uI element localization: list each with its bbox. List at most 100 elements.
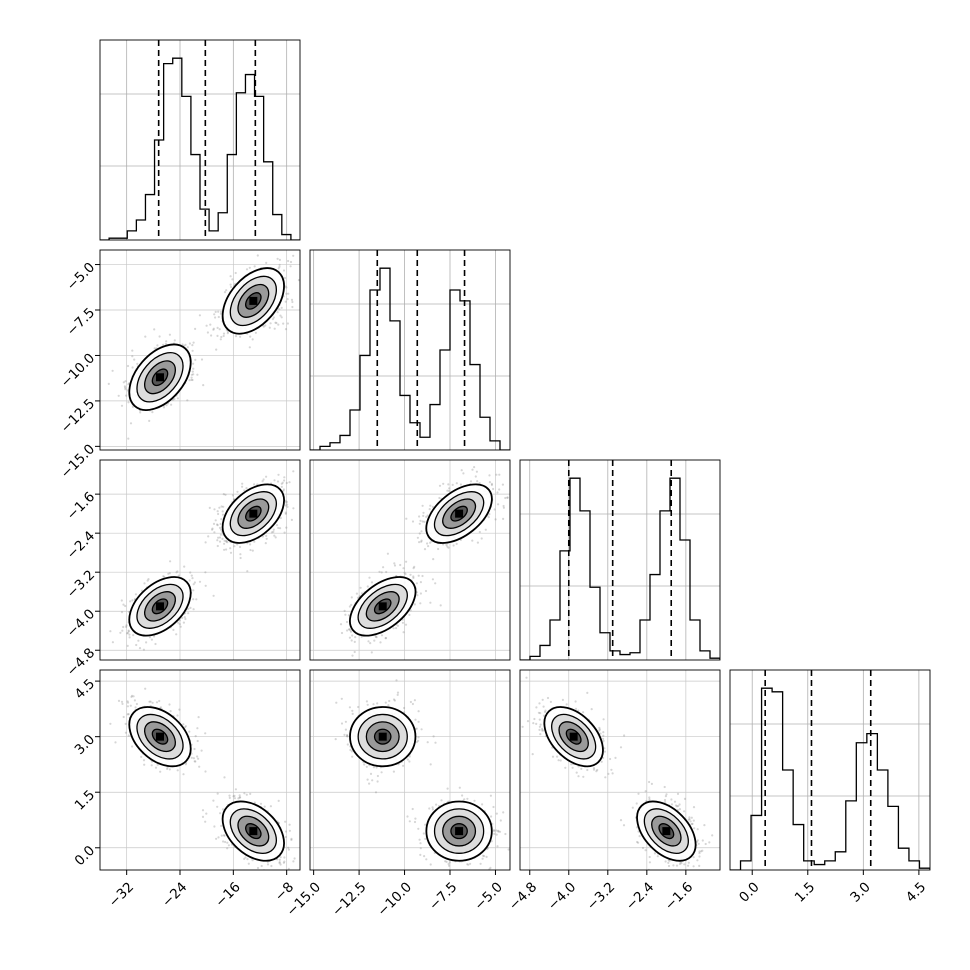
sample-point	[346, 735, 349, 738]
sample-point	[282, 322, 285, 325]
y-tick-label: −3.2	[64, 567, 98, 601]
sample-point	[216, 539, 219, 542]
sample-point	[262, 478, 265, 481]
sample-point	[207, 535, 210, 538]
sample-point	[279, 856, 282, 859]
panel-r2-c1	[309, 459, 511, 661]
y-tick-label: 0.0	[72, 843, 99, 870]
sample-point	[392, 627, 395, 630]
sample-point	[214, 310, 217, 313]
sample-point	[287, 292, 290, 295]
sample-point	[287, 848, 290, 851]
sample-point	[286, 505, 289, 508]
sample-point	[437, 547, 440, 551]
sample-point	[216, 805, 219, 808]
sample-point	[350, 603, 353, 607]
sample-point	[366, 703, 369, 706]
sample-point	[229, 551, 233, 554]
sample-point	[403, 706, 406, 710]
sample-point	[136, 362, 139, 365]
density-peak	[156, 602, 164, 611]
sample-point	[469, 480, 473, 483]
sample-point	[218, 536, 222, 539]
sample-point	[368, 782, 371, 785]
sample-point	[442, 482, 445, 485]
sample-point	[288, 481, 291, 484]
sample-point	[126, 632, 129, 635]
sample-point	[431, 578, 434, 581]
sample-point	[182, 621, 185, 624]
sample-point	[363, 763, 366, 766]
sample-point	[212, 328, 215, 331]
sample-point	[204, 820, 207, 823]
sample-point	[222, 840, 225, 843]
sample-point	[179, 625, 182, 628]
sample-point	[422, 511, 425, 514]
sample-point	[415, 740, 418, 744]
sample-point	[163, 575, 166, 579]
sample-point	[221, 513, 225, 516]
sample-point	[349, 629, 352, 632]
sample-point	[340, 697, 343, 700]
sample-point	[366, 585, 369, 588]
sample-point	[184, 617, 187, 621]
sample-point	[283, 479, 286, 482]
sample-point	[219, 312, 222, 315]
sample-point	[346, 743, 349, 746]
sample-point	[446, 489, 449, 492]
sample-point	[355, 592, 358, 595]
sample-point	[279, 863, 282, 866]
sample-point	[126, 631, 129, 635]
sample-point	[251, 549, 254, 552]
sample-point	[372, 703, 375, 706]
sample-point	[142, 759, 146, 762]
sample-point	[173, 339, 176, 342]
sample-point	[175, 633, 178, 636]
sample-point	[340, 631, 344, 635]
sample-point	[122, 715, 125, 719]
sample-point	[216, 334, 219, 337]
sample-point	[272, 530, 275, 534]
sample-point	[376, 774, 379, 778]
sample-point	[371, 779, 374, 782]
sample-point	[213, 508, 216, 511]
sample-point	[284, 328, 288, 331]
sample-point	[238, 796, 241, 799]
sample-point	[428, 508, 431, 511]
y-tick-label: −4.0	[64, 606, 98, 640]
sample-point	[236, 543, 239, 546]
sample-point	[184, 343, 187, 346]
sample-point	[126, 700, 129, 703]
sample-point	[396, 691, 400, 694]
sample-point	[153, 328, 156, 331]
panel-r3-c1: −15.0 −12.5 −10.0 −7.5 −5.0	[284, 669, 511, 920]
histogram-step	[100, 57, 300, 240]
sample-point	[215, 348, 218, 351]
x-tick-label: −32	[106, 879, 137, 910]
sample-point	[344, 728, 347, 731]
sample-point	[156, 344, 159, 347]
sample-point	[434, 741, 437, 744]
sample-point	[284, 820, 287, 823]
sample-point	[132, 695, 135, 698]
sample-point	[343, 609, 346, 613]
y-tick-label: −15.0	[58, 441, 99, 482]
sample-point	[190, 378, 193, 381]
sample-point	[292, 254, 295, 257]
sample-point	[471, 468, 474, 471]
sample-point	[204, 571, 207, 574]
sample-point	[248, 266, 251, 269]
sample-point	[153, 347, 156, 350]
sample-point	[153, 635, 156, 638]
sample-point	[129, 600, 132, 603]
sample-point	[217, 315, 220, 319]
sample-point	[107, 382, 110, 385]
sample-point	[266, 863, 270, 866]
sample-point	[131, 599, 134, 602]
sample-point	[239, 796, 242, 799]
sample-point	[205, 324, 208, 327]
sample-point	[386, 552, 389, 555]
sample-point	[231, 278, 234, 281]
sample-point	[417, 720, 420, 723]
sample-point	[155, 701, 159, 704]
